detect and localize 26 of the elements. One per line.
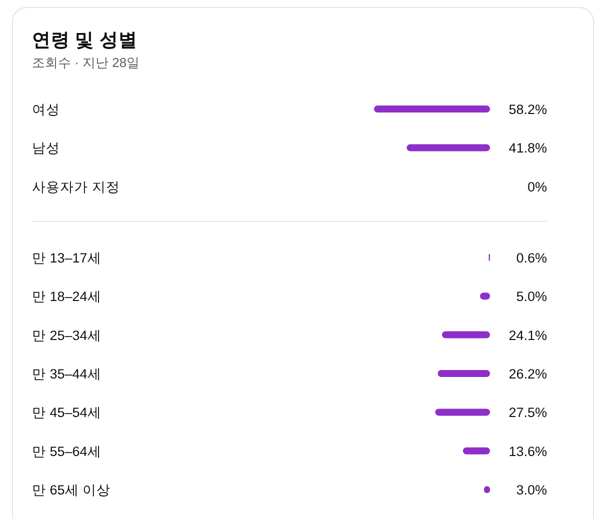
text: 연령 및 성별 (32, 29, 138, 50)
y-tick-label: 만 45–54세 (32, 405, 102, 420)
data-label: 27.5% (508, 405, 547, 420)
y-tick-label: 여성 (32, 102, 60, 117)
data-label: 13.6% (508, 444, 547, 459)
y-tick-label: 만 35–44세 (32, 366, 102, 382)
bar (435, 408, 490, 416)
bar (438, 370, 490, 377)
data-label: 58.2% (508, 102, 547, 117)
y-tick-label: 사용자가 지정 (32, 179, 120, 194)
bar (442, 331, 490, 338)
data-label: 26.2% (508, 366, 547, 382)
data-label: 5.0% (516, 289, 547, 304)
text: 조회수 · 지난 28일 (32, 55, 140, 70)
y-tick-label: 남성 (32, 140, 60, 156)
data-label: 0.6% (516, 250, 547, 266)
data-label: 3.0% (516, 482, 547, 498)
y-tick-label: 만 13–17세 (32, 250, 102, 266)
y-tick-label: 만 55–64세 (32, 444, 102, 459)
y-tick-label: 만 25–34세 (32, 328, 102, 343)
data-label: 24.1% (508, 328, 547, 343)
y-tick-label: 만 65세 이상 (32, 482, 111, 498)
data-label: 41.8% (508, 140, 547, 156)
data-label: 0% (527, 179, 547, 194)
bar (462, 447, 490, 454)
y-tick-label: 만 18–24세 (32, 289, 102, 304)
